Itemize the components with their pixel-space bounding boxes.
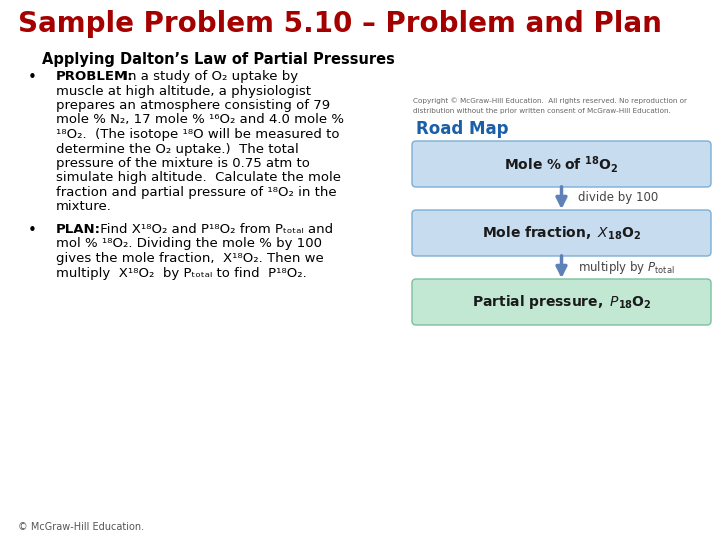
Text: divide by 100: divide by 100 — [577, 192, 658, 205]
Text: $\mathbf{Mole\ \%\ of\ ^{18}O_2}$: $\mathbf{Mole\ \%\ of\ ^{18}O_2}$ — [504, 153, 618, 174]
Text: determine the O₂ uptake.)  The total: determine the O₂ uptake.) The total — [56, 143, 299, 156]
Text: Applying Dalton’s Law of Partial Pressures: Applying Dalton’s Law of Partial Pressur… — [42, 52, 395, 67]
Text: Road Map: Road Map — [416, 120, 508, 138]
Text: gives the mole fraction,  X¹⁸O₂. Then we: gives the mole fraction, X¹⁸O₂. Then we — [56, 252, 324, 265]
Text: PLAN:: PLAN: — [56, 223, 101, 236]
Text: mol % ¹⁸O₂. Dividing the mole % by 100: mol % ¹⁸O₂. Dividing the mole % by 100 — [56, 238, 322, 251]
FancyBboxPatch shape — [412, 141, 711, 187]
Text: $\mathbf{Partial\ pressure,\ \mathit{P}_{18}O_2}$: $\mathbf{Partial\ pressure,\ \mathit{P}_… — [472, 293, 652, 311]
Text: Copyright © McGraw-Hill Education.  All rights reserved. No reproduction or: Copyright © McGraw-Hill Education. All r… — [413, 97, 687, 104]
Text: pressure of the mixture is 0.75 atm to: pressure of the mixture is 0.75 atm to — [56, 157, 310, 170]
Text: Find X¹⁸O₂ and P¹⁸O₂ from Pₜₒₜₐₗ and: Find X¹⁸O₂ and P¹⁸O₂ from Pₜₒₜₐₗ and — [96, 223, 333, 236]
Text: In a study of O₂ uptake by: In a study of O₂ uptake by — [120, 70, 298, 83]
Text: •: • — [28, 70, 37, 85]
Text: •: • — [28, 223, 37, 238]
FancyBboxPatch shape — [412, 279, 711, 325]
Text: distribution without the prior written consent of McGraw-Hill Education.: distribution without the prior written c… — [413, 108, 671, 114]
Text: $\mathbf{Mole\ fraction,\ \mathit{X}_{18}O_2}$: $\mathbf{Mole\ fraction,\ \mathit{X}_{18… — [482, 224, 641, 242]
FancyBboxPatch shape — [412, 210, 711, 256]
Text: muscle at high altitude, a physiologist: muscle at high altitude, a physiologist — [56, 84, 311, 98]
Text: mole % N₂, 17 mole % ¹⁶O₂ and 4.0 mole %: mole % N₂, 17 mole % ¹⁶O₂ and 4.0 mole % — [56, 113, 344, 126]
Text: multiply by $P_{\mathrm{total}}$: multiply by $P_{\mathrm{total}}$ — [577, 259, 674, 275]
Text: Sample Problem 5.10 – Problem and Plan: Sample Problem 5.10 – Problem and Plan — [18, 10, 662, 38]
Text: simulate high altitude.  Calculate the mole: simulate high altitude. Calculate the mo… — [56, 172, 341, 185]
Text: fraction and partial pressure of ¹⁸O₂ in the: fraction and partial pressure of ¹⁸O₂ in… — [56, 186, 337, 199]
Text: ¹⁸O₂.  (The isotope ¹⁸O will be measured to: ¹⁸O₂. (The isotope ¹⁸O will be measured … — [56, 128, 340, 141]
Text: prepares an atmosphere consisting of 79: prepares an atmosphere consisting of 79 — [56, 99, 330, 112]
Text: © McGraw-Hill Education.: © McGraw-Hill Education. — [18, 522, 144, 532]
Text: mixture.: mixture. — [56, 200, 112, 213]
Text: PROBLEM:: PROBLEM: — [56, 70, 134, 83]
Text: multiply  X¹⁸O₂  by Pₜₒₜₐₗ to find  P¹⁸O₂.: multiply X¹⁸O₂ by Pₜₒₜₐₗ to find P¹⁸O₂. — [56, 267, 307, 280]
